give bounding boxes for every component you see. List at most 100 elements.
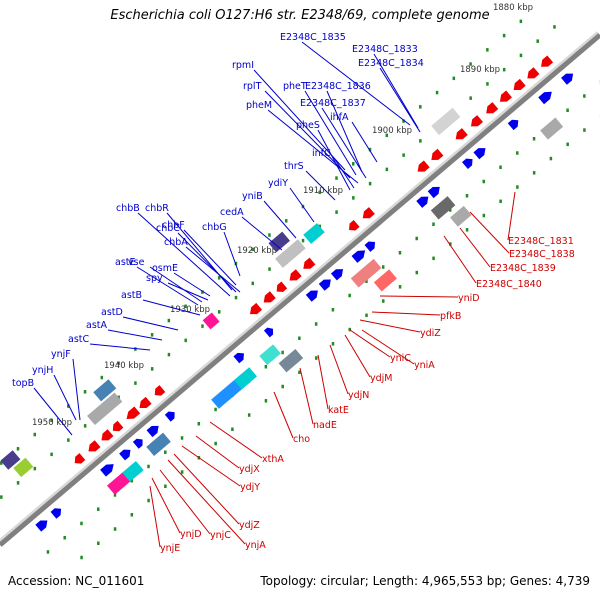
scale-tick-mark (63, 535, 66, 540)
scale-tick-mark (435, 90, 439, 95)
reverse-block-rect (87, 392, 123, 425)
forward-feature-arrow-shape (462, 158, 473, 169)
scale-tick-mark (314, 322, 318, 326)
gene-label-forward: E2348C_1835 (280, 32, 346, 43)
scale-tick-mark (284, 219, 288, 223)
reverse-feature-arrow-shape (455, 128, 468, 140)
forward-leader-line (317, 129, 351, 191)
scale-tick-mark (368, 181, 372, 186)
scale-tick-mark (549, 156, 553, 161)
scale-tick-mark (318, 190, 321, 195)
backbone-shadow (0, 31, 600, 544)
scale-tick-mark (402, 153, 405, 157)
forward-block-rect (146, 432, 171, 457)
forward-leader-line (373, 53, 419, 129)
forward-feature-arrow-shape (351, 250, 366, 263)
scale-tick-mark (348, 293, 351, 298)
gene-label-forward: vse (128, 257, 145, 268)
forward-feature-arrow-shape (507, 119, 519, 131)
scale-tick-mark (516, 185, 519, 189)
gene-label-reverse: ynjD (180, 529, 202, 540)
reverse-feature-arrow (101, 429, 114, 441)
forward-block (373, 269, 397, 292)
forward-feature-arrow (132, 438, 143, 449)
forward-leader-line (142, 299, 201, 316)
reverse-feature-arrow (88, 440, 101, 452)
reverse-leader-line (167, 459, 246, 545)
reverse-feature-arrow (513, 78, 526, 91)
forward-block-rect (450, 205, 472, 227)
reverse-block-rect (275, 239, 306, 268)
reverse-feature-arrow (154, 385, 166, 396)
gene-label-reverse: ydjX (239, 464, 260, 475)
gene-label-forward: E2348C_1833 (352, 44, 418, 55)
scale-tick-mark (281, 350, 284, 355)
reverse-block-rect (93, 379, 117, 402)
gene-label-forward: yniB (242, 191, 263, 202)
gene-label-forward: chbA (164, 237, 188, 248)
forward-feature-arrow (507, 119, 519, 131)
scale-tick-mark (482, 179, 486, 184)
forward-block-rect (350, 258, 382, 288)
scale-tick-mark (164, 484, 167, 489)
gene-label-forward: pheT (283, 81, 307, 92)
reverse-leader-line (329, 344, 349, 395)
gene-label-reverse: nadE (313, 420, 337, 431)
scale-tick-mark (566, 142, 569, 147)
scale-tick-mark (449, 208, 452, 212)
scale-tick-mark (113, 493, 117, 497)
scale-tick-mark (167, 318, 171, 323)
forward-leader-line (33, 387, 73, 436)
scale-tick-mark (298, 370, 301, 375)
forward-feature-arrow-shape (473, 148, 486, 160)
reverse-feature-arrow-shape (154, 385, 166, 396)
reverse-leader-line (299, 367, 314, 425)
reverse-feature-arrow-shape (417, 160, 430, 172)
scale-tick-mark (214, 441, 217, 446)
reverse-block-rect (202, 312, 220, 330)
scale-tick-mark (381, 265, 385, 269)
reverse-block-rect (303, 223, 325, 244)
forward-block-rect (540, 117, 564, 140)
forward-feature-arrow (100, 464, 114, 477)
reverse-feature-arrow-shape (527, 67, 540, 79)
forward-leader-line (321, 107, 367, 179)
gene-label-reverse: ydjY (240, 482, 260, 493)
reverse-feature-arrow (112, 420, 124, 432)
forward-feature-arrow-shape (538, 91, 552, 105)
scale-tick-mark (80, 555, 83, 560)
gene-label-forward: chbR (145, 203, 169, 214)
forward-feature-arrow (233, 352, 244, 364)
scale-tick-mark (247, 413, 251, 417)
forward-feature-arrow-shape (427, 186, 440, 199)
scale-tick-mark (469, 62, 472, 66)
scale-label: 1910 kbp (303, 186, 343, 196)
scale-tick-mark (180, 470, 184, 474)
reverse-block (87, 392, 123, 425)
gene-label-forward: ynjF (51, 349, 71, 360)
forward-feature-arrow-shape (146, 425, 159, 438)
forward-feature-arrow (473, 148, 486, 160)
gene-label-reverse: ydjM (370, 373, 393, 384)
reverse-leader-line (149, 485, 161, 548)
scale-tick-mark (268, 267, 271, 271)
scale-tick-mark (499, 199, 502, 204)
reverse-leader-line (469, 211, 510, 254)
scale-tick-mark (264, 364, 268, 369)
gene-label-forward: osmE (152, 263, 178, 274)
reverse-feature-arrow-shape (112, 420, 124, 432)
forward-feature-arrow-shape (416, 196, 429, 208)
forward-feature-arrow (427, 186, 440, 199)
gene-label-reverse: katE (328, 405, 349, 416)
reverse-feature-arrow (431, 148, 444, 160)
reverse-feature-arrow-shape (249, 302, 263, 315)
scale-tick-mark (217, 310, 221, 314)
gene-label-reverse: ydjZ (239, 520, 260, 531)
gene-label-forward: ydiY (268, 178, 288, 189)
forward-feature-arrow (561, 73, 574, 85)
scale-tick-mark (201, 324, 204, 328)
scale-tick-mark (352, 196, 355, 200)
gene-label-reverse: ydjN (348, 390, 369, 401)
gene-label-forward: chbG (202, 222, 227, 233)
